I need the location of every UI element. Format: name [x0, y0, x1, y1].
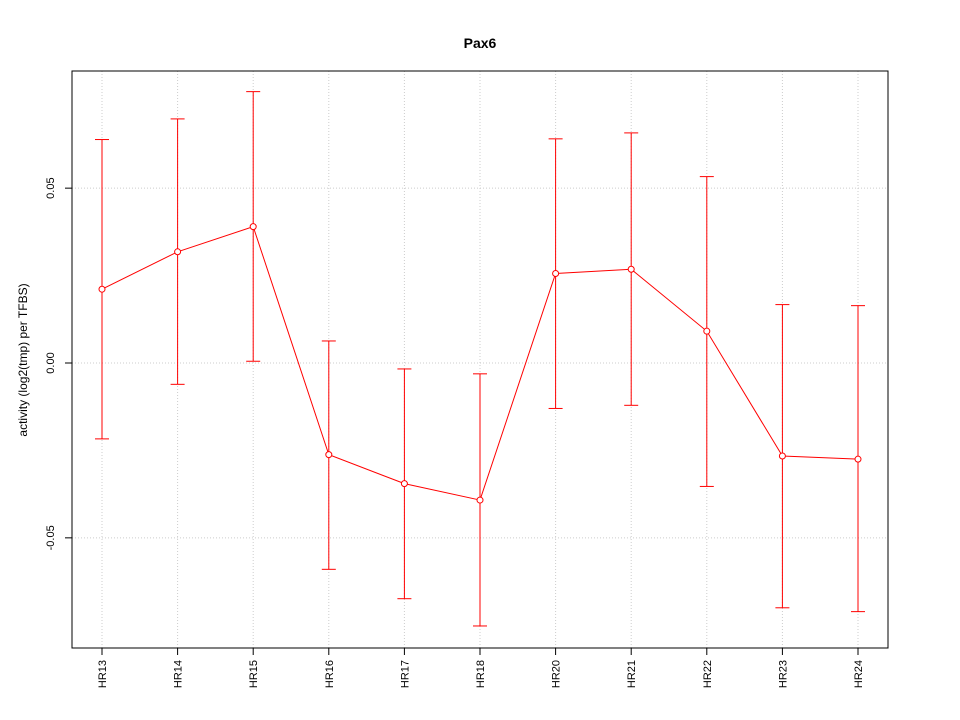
- x-tick-label: HR17: [399, 660, 411, 688]
- y-axis: -0.05 0.00 0.05: [45, 177, 72, 550]
- y-tick-label: 0.05: [45, 177, 57, 198]
- data-point: [325, 451, 333, 459]
- x-tick-label: HR23: [777, 660, 789, 688]
- y-tick-label: 0.00: [45, 352, 57, 373]
- data-point: [98, 285, 106, 293]
- data-point: [778, 452, 786, 460]
- x-tick-label: HR21: [626, 660, 638, 688]
- data-point: [627, 265, 635, 273]
- data-point: [174, 248, 182, 256]
- data-point: [552, 269, 560, 277]
- x-tick-label: HR22: [702, 660, 714, 688]
- chart-title: Pax6: [464, 35, 497, 51]
- x-tick-label: HR20: [551, 660, 563, 688]
- x-tick-label: HR16: [324, 660, 336, 688]
- x-tick-label: HR24: [853, 660, 865, 688]
- y-tick-label: -0.05: [45, 525, 57, 550]
- data-point: [476, 496, 484, 504]
- data-series: [95, 91, 865, 627]
- data-point: [249, 223, 257, 231]
- data-point: [854, 455, 862, 463]
- x-tick-label: HR18: [475, 660, 487, 688]
- x-tick-label: HR14: [173, 660, 185, 688]
- data-point: [400, 480, 408, 488]
- x-axis: HR13 HR14 HR15 HR16 HR17 HR18 HR20 HR21 HR22 HR23…: [97, 648, 865, 688]
- x-tick-label: HR15: [248, 660, 260, 688]
- data-point: [703, 327, 711, 335]
- x-tick-label: HR13: [97, 660, 109, 688]
- y-axis-label: activity (log2(tmp) per TFBS): [16, 283, 30, 436]
